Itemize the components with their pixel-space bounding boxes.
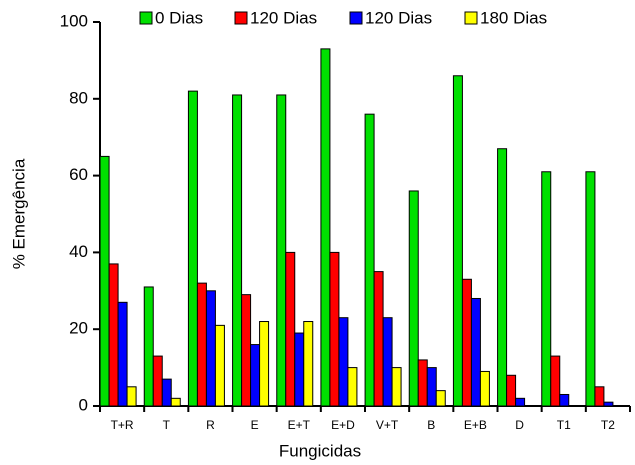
bar — [603, 401, 614, 407]
bar — [187, 90, 198, 407]
bar — [320, 48, 331, 407]
bar — [250, 344, 261, 407]
bar — [461, 278, 472, 407]
bar — [470, 297, 481, 407]
bar — [170, 397, 181, 407]
bar — [479, 370, 490, 407]
bar — [435, 390, 446, 407]
bar — [497, 148, 508, 407]
y-tick-label: 80 — [69, 88, 88, 107]
legend-swatch — [464, 11, 478, 25]
bar — [196, 282, 207, 407]
x-tick-label: E+T — [288, 418, 311, 432]
bar — [417, 359, 428, 407]
bar — [382, 317, 393, 407]
bar — [373, 271, 384, 407]
bar — [99, 155, 110, 407]
bar — [241, 294, 252, 407]
bar — [108, 263, 119, 407]
bar — [515, 397, 526, 407]
x-tick-label: V+T — [376, 418, 399, 432]
bar — [391, 367, 402, 407]
bar — [232, 94, 243, 407]
x-tick-label: T1 — [557, 418, 571, 432]
bar — [364, 113, 375, 407]
legend-swatch — [349, 11, 363, 25]
legend-label: 0 Dias — [155, 8, 203, 27]
bar — [506, 374, 517, 407]
y-axis-label: % Emergência — [9, 158, 28, 269]
bar — [329, 251, 340, 407]
bar — [408, 190, 419, 407]
bar — [161, 378, 172, 407]
x-tick-label: E+B — [464, 418, 487, 432]
x-tick-label: T2 — [601, 418, 615, 432]
bar — [126, 386, 137, 407]
bar — [426, 367, 437, 407]
legend-label: 120 Dias — [365, 8, 432, 27]
x-tick-label: R — [206, 418, 215, 432]
bar — [152, 355, 163, 407]
x-tick-label: D — [515, 418, 524, 432]
x-tick-label: B — [427, 418, 435, 432]
x-tick-label: E+D — [331, 418, 355, 432]
x-tick-label: T — [163, 418, 171, 432]
bar — [303, 321, 314, 407]
bar — [205, 290, 216, 407]
bar — [585, 171, 596, 407]
bar — [452, 75, 463, 407]
bar — [541, 171, 552, 407]
bar — [594, 386, 605, 407]
bar — [276, 94, 287, 407]
bar — [143, 286, 154, 407]
y-tick-label: 40 — [69, 242, 88, 261]
bar — [294, 332, 305, 407]
x-axis-label: Fungicidas — [279, 441, 361, 460]
legend-label: 180 Dias — [480, 8, 547, 27]
bar — [285, 251, 296, 407]
y-tick-label: 20 — [69, 319, 88, 338]
x-tick-label: T+R — [111, 418, 134, 432]
y-tick-label: 60 — [69, 165, 88, 184]
legend-label: 120 Dias — [250, 8, 317, 27]
legend-swatch — [139, 11, 153, 25]
bar — [559, 393, 570, 407]
x-tick-label: E — [251, 418, 259, 432]
bar — [117, 301, 128, 407]
bar — [347, 367, 358, 407]
bar — [214, 324, 225, 407]
legend-swatch — [234, 11, 248, 25]
y-tick-label: 100 — [60, 11, 88, 30]
y-tick-label: 0 — [79, 395, 88, 414]
bar — [338, 317, 349, 407]
bar — [259, 321, 270, 407]
bar — [550, 355, 561, 407]
